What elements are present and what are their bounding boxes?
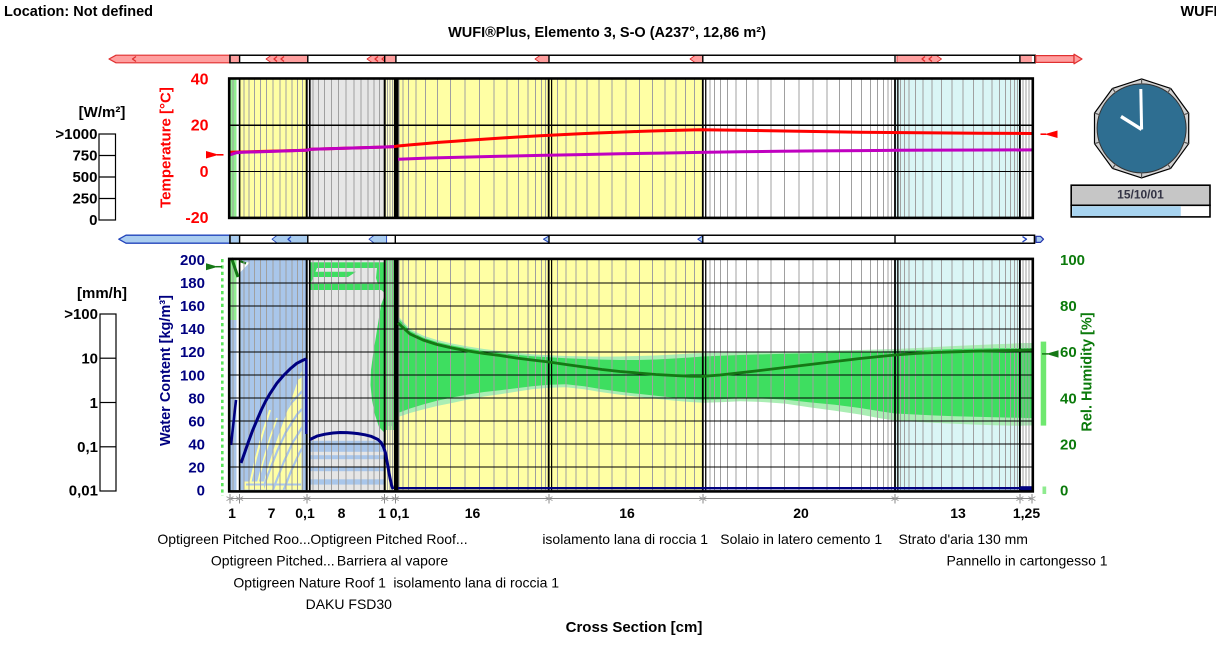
svg-text:Strato d'aria 130 mm: Strato d'aria 130 mm [898, 531, 1028, 547]
svg-text:Barriera al vapore: Barriera al vapore [337, 553, 448, 569]
svg-text:250: 250 [72, 191, 97, 208]
svg-text:Optigreen Nature Roof 1: Optigreen Nature Roof 1 [233, 575, 386, 591]
svg-text:80: 80 [1060, 298, 1077, 315]
svg-text:DAKU FSD30: DAKU FSD30 [306, 596, 393, 612]
svg-text:0,1: 0,1 [77, 439, 98, 456]
svg-text:WUFI: WUFI [1181, 4, 1216, 20]
svg-text:0: 0 [1060, 483, 1068, 500]
svg-text:10: 10 [81, 351, 98, 368]
svg-text:Optigreen Pitched...: Optigreen Pitched... [211, 553, 335, 569]
svg-text:20: 20 [793, 505, 809, 521]
svg-text:Temperature [°C]: Temperature [°C] [158, 87, 175, 208]
svg-text:60: 60 [1060, 344, 1077, 361]
svg-text:WUFI®Plus, Elemento 3, S-O (A2: WUFI®Plus, Elemento 3, S-O (A237°, 12,86… [448, 25, 766, 41]
svg-text:60: 60 [188, 413, 205, 430]
svg-text:20: 20 [1060, 436, 1077, 453]
svg-text:Location: Not defined: Location: Not defined [4, 4, 153, 20]
svg-text:13: 13 [950, 505, 966, 521]
svg-text:0: 0 [197, 483, 205, 500]
svg-text:1: 1 [378, 505, 386, 521]
svg-text:Water Content [kg/m³]: Water Content [kg/m³] [158, 295, 174, 446]
svg-text:200: 200 [180, 252, 205, 269]
svg-text:1: 1 [228, 505, 236, 521]
svg-text:40: 40 [1060, 390, 1077, 407]
svg-text:40: 40 [191, 72, 209, 89]
svg-text:Optigreen Pitched Roo...: Optigreen Pitched Roo... [157, 531, 310, 547]
svg-text:120: 120 [180, 344, 205, 361]
svg-text:8: 8 [338, 505, 346, 521]
svg-text:Optigreen Pitched Roof...: Optigreen Pitched Roof... [310, 531, 467, 547]
svg-text:isolamento lana di roccia 1: isolamento lana di roccia 1 [542, 531, 708, 547]
svg-text:16: 16 [619, 505, 635, 521]
svg-text:Solaio in latero cemento 1: Solaio in latero cemento 1 [720, 531, 882, 547]
svg-text:>100: >100 [64, 306, 98, 323]
svg-text:15/10/01: 15/10/01 [1117, 187, 1164, 201]
svg-text:80: 80 [188, 390, 205, 407]
svg-text:7: 7 [268, 505, 276, 521]
svg-text:160: 160 [180, 298, 205, 315]
svg-text:100: 100 [180, 367, 205, 384]
svg-text:[W/m²]: [W/m²] [79, 104, 126, 121]
svg-text:-20: -20 [185, 210, 208, 227]
svg-text:0,1: 0,1 [295, 505, 315, 521]
svg-text:20: 20 [188, 459, 205, 476]
svg-text:750: 750 [72, 148, 97, 165]
svg-text:0: 0 [89, 212, 97, 229]
svg-text:20: 20 [191, 118, 209, 135]
svg-text:[mm/h]: [mm/h] [77, 285, 127, 302]
svg-text:100: 100 [1060, 252, 1085, 269]
svg-text:0,1: 0,1 [390, 505, 410, 521]
svg-text:500: 500 [72, 169, 97, 186]
svg-text:1: 1 [90, 395, 98, 412]
svg-text:Cross Section [cm]: Cross Section [cm] [566, 619, 703, 636]
svg-text:16: 16 [465, 505, 481, 521]
svg-text:>1000: >1000 [55, 126, 97, 143]
svg-text:0,01: 0,01 [69, 483, 98, 500]
svg-text:Rel. Humidity [%]: Rel. Humidity [%] [1080, 312, 1096, 431]
svg-text:40: 40 [188, 436, 205, 453]
svg-text:1,25: 1,25 [1013, 505, 1040, 521]
svg-text:180: 180 [180, 275, 205, 292]
svg-text:Pannello in cartongesso 1: Pannello in cartongesso 1 [946, 553, 1107, 569]
svg-text:0: 0 [200, 164, 209, 181]
svg-text:isolamento lana di roccia 1: isolamento lana di roccia 1 [393, 575, 559, 591]
svg-text:140: 140 [180, 321, 205, 338]
